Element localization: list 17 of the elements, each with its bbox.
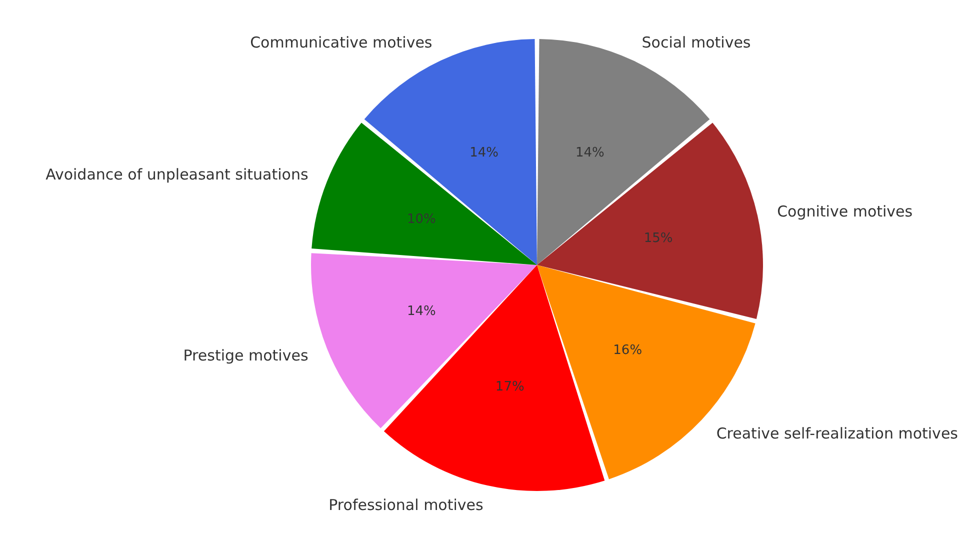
pie-slice bbox=[537, 122, 763, 320]
slice-label: Avoidance of unpleasant situations bbox=[46, 165, 308, 184]
slice-label: Communicative motives bbox=[250, 33, 432, 52]
data-label: 15% bbox=[644, 230, 673, 246]
slice-label: Professional motives bbox=[328, 496, 484, 514]
data-label: 10% bbox=[406, 212, 436, 228]
slice-label: Cognitive motives bbox=[777, 202, 913, 220]
data-label: 14% bbox=[470, 146, 499, 161]
data-label: 16% bbox=[613, 343, 642, 358]
slice-label: Prestige motives bbox=[183, 346, 308, 365]
slice-label: Creative self-realization motives bbox=[716, 424, 958, 442]
slice-label: Social motives bbox=[642, 33, 751, 52]
pie-slice bbox=[311, 253, 537, 428]
data-label: 17% bbox=[495, 379, 524, 394]
pie-slice bbox=[312, 122, 537, 265]
data-label: 14% bbox=[575, 146, 604, 161]
data-label: 14% bbox=[406, 304, 436, 319]
